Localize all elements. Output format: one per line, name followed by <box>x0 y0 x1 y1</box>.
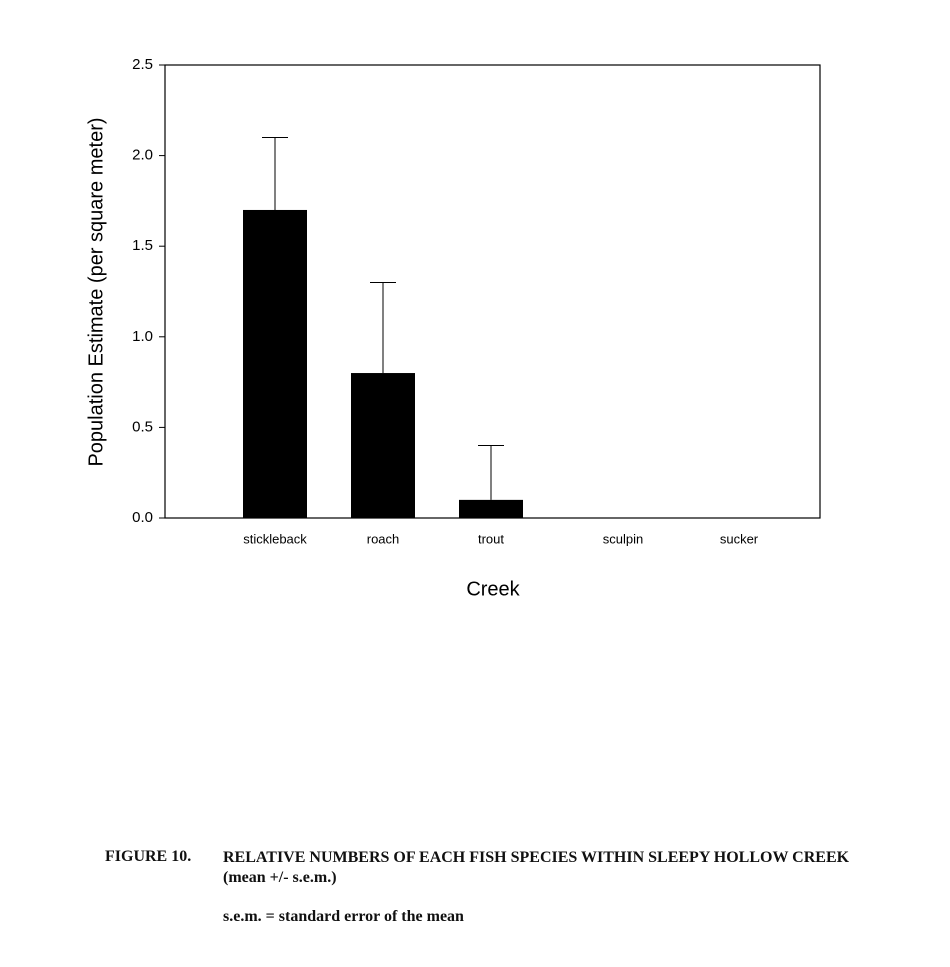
caption-label: FIGURE 10. <box>105 848 192 865</box>
y-tick-label: 2.5 <box>132 56 153 73</box>
caption-text: RELATIVE NUMBERS OF EACH FISH SPECIES WI… <box>223 849 850 886</box>
bar <box>459 499 523 518</box>
x-tick-label: stickleback <box>243 531 307 546</box>
x-tick-label: trout <box>478 531 504 546</box>
x-tick-label: sucker <box>720 531 759 546</box>
y-tick-label: 2.0 <box>132 147 153 164</box>
y-axis-title: Population Estimate (per square meter) <box>85 117 107 466</box>
y-tick-label: 1.0 <box>132 328 153 345</box>
y-tick-label: 1.5 <box>132 237 153 254</box>
x-axis-title: Creek <box>466 578 520 600</box>
bar <box>351 373 415 518</box>
caption-note: s.e.m. = standard error of the mean <box>223 908 464 925</box>
x-tick-label: sculpin <box>603 531 643 546</box>
y-tick-label: 0.5 <box>132 418 153 435</box>
y-tick-label: 0.0 <box>132 509 153 526</box>
x-tick-label: roach <box>367 531 400 546</box>
chart: Creek Population Estimate (per square me… <box>85 56 821 600</box>
bar <box>243 209 307 518</box>
